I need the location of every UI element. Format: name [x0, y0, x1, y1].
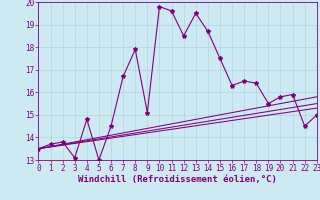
X-axis label: Windchill (Refroidissement éolien,°C): Windchill (Refroidissement éolien,°C): [78, 175, 277, 184]
